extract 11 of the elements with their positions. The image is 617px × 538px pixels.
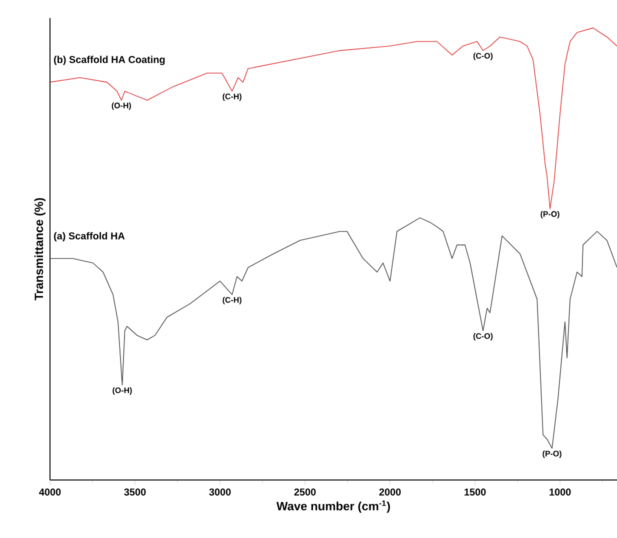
x-tick-label: 1000 bbox=[550, 488, 571, 496]
x-tick-label: 3500 bbox=[124, 488, 146, 496]
x-tick-label: 1500 bbox=[464, 488, 486, 496]
y-axis-title: Transmittance (%) bbox=[34, 198, 46, 300]
x-tick-label: 2000 bbox=[379, 488, 401, 496]
series-label: (b) Scaffold HA Coating bbox=[54, 56, 165, 66]
x-tick-label: 4000 bbox=[39, 488, 61, 496]
x-tick-label: 2500 bbox=[294, 488, 316, 496]
series-label: (a) Scaffold HA bbox=[54, 232, 125, 242]
x-tick-label: 3000 bbox=[209, 488, 231, 496]
x-axis-title: Wave number (cm$^{-1}$) bbox=[276, 500, 390, 513]
